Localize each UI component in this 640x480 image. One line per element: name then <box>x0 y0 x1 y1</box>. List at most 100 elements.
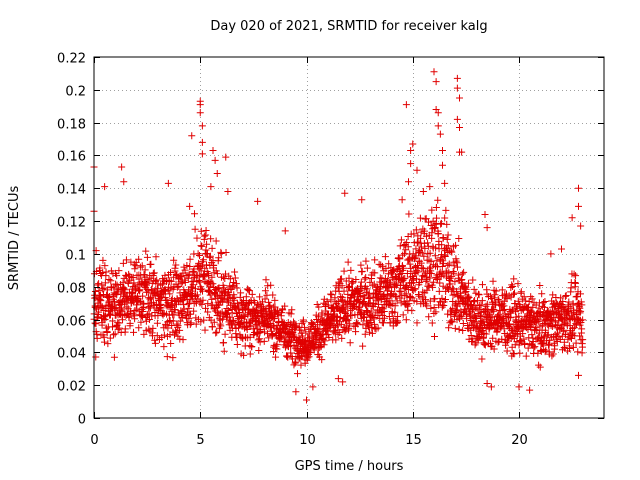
data-point <box>188 132 196 140</box>
data-point <box>113 281 121 289</box>
data-point <box>478 281 486 289</box>
data-point <box>340 267 348 275</box>
data-point <box>110 353 118 361</box>
data-point <box>222 153 230 161</box>
data-point <box>231 274 239 282</box>
data-point <box>380 308 388 316</box>
data-point <box>413 298 421 306</box>
data-point <box>421 227 429 235</box>
data-point <box>407 147 415 155</box>
data-point <box>290 318 298 326</box>
data-point <box>193 291 201 299</box>
data-point <box>423 286 431 294</box>
data-point <box>431 295 439 303</box>
data-point <box>393 266 401 274</box>
data-point <box>391 302 399 310</box>
data-point <box>190 307 198 315</box>
data-point <box>367 307 375 315</box>
data-point <box>411 255 419 263</box>
data-point <box>400 264 408 272</box>
data-point <box>195 272 203 280</box>
data-point <box>407 160 415 168</box>
data-point <box>379 291 387 299</box>
data-point <box>366 328 374 336</box>
data-point <box>370 313 378 321</box>
data-point <box>105 275 113 283</box>
data-point <box>151 339 159 347</box>
data-point <box>424 239 432 247</box>
data-point <box>202 227 210 235</box>
data-point <box>413 275 421 283</box>
data-point <box>344 316 352 324</box>
data-point <box>566 345 574 353</box>
data-point <box>489 334 497 342</box>
data-point <box>481 341 489 349</box>
data-point <box>120 284 128 292</box>
data-point <box>361 293 369 301</box>
data-point <box>450 262 458 270</box>
data-point <box>436 130 444 138</box>
data-point <box>213 170 221 178</box>
data-point <box>405 300 413 308</box>
data-point <box>352 328 360 336</box>
data-point <box>477 301 485 309</box>
data-point <box>151 336 159 344</box>
data-point <box>544 341 552 349</box>
data-point <box>417 228 425 236</box>
data-point <box>204 300 212 308</box>
data-point <box>442 206 450 214</box>
data-point <box>515 300 523 308</box>
data-point <box>453 115 461 123</box>
data-point <box>423 302 431 310</box>
data-point <box>459 320 467 328</box>
data-point <box>517 288 525 296</box>
data-point <box>549 350 557 358</box>
data-point <box>101 183 109 191</box>
data-point <box>553 321 561 329</box>
data-point <box>482 330 490 338</box>
data-point <box>497 323 505 331</box>
data-point <box>240 351 248 359</box>
data-point <box>443 284 451 292</box>
data-point <box>203 240 211 248</box>
data-point <box>130 310 138 318</box>
data-point <box>198 150 206 158</box>
data-points <box>90 68 587 404</box>
data-point <box>428 229 436 237</box>
data-point <box>441 214 449 222</box>
data-point <box>503 347 511 355</box>
data-point <box>195 251 203 259</box>
data-point <box>320 341 328 349</box>
data-point <box>171 306 179 314</box>
data-point <box>199 256 207 264</box>
data-point <box>110 331 118 339</box>
data-point <box>435 287 443 295</box>
data-point <box>221 292 229 300</box>
data-point <box>220 339 228 347</box>
data-point <box>428 319 436 327</box>
data-point <box>181 279 189 287</box>
data-point <box>481 211 489 219</box>
data-point <box>541 297 549 305</box>
data-point <box>213 328 221 336</box>
data-point <box>381 314 389 322</box>
data-point <box>426 274 434 282</box>
data-point <box>392 293 400 301</box>
data-point <box>226 313 234 321</box>
data-point <box>341 327 349 335</box>
data-point <box>179 336 187 344</box>
data-point <box>478 355 486 363</box>
data-point <box>103 328 111 336</box>
data-point <box>206 252 214 260</box>
data-point <box>99 269 107 277</box>
data-point <box>332 336 340 344</box>
data-point <box>443 235 451 243</box>
data-point <box>269 291 277 299</box>
data-point <box>491 291 499 299</box>
data-point <box>422 232 430 240</box>
data-point <box>474 290 482 298</box>
data-point <box>168 301 176 309</box>
data-point <box>441 253 449 261</box>
data-point <box>444 242 452 250</box>
data-point <box>490 306 498 314</box>
